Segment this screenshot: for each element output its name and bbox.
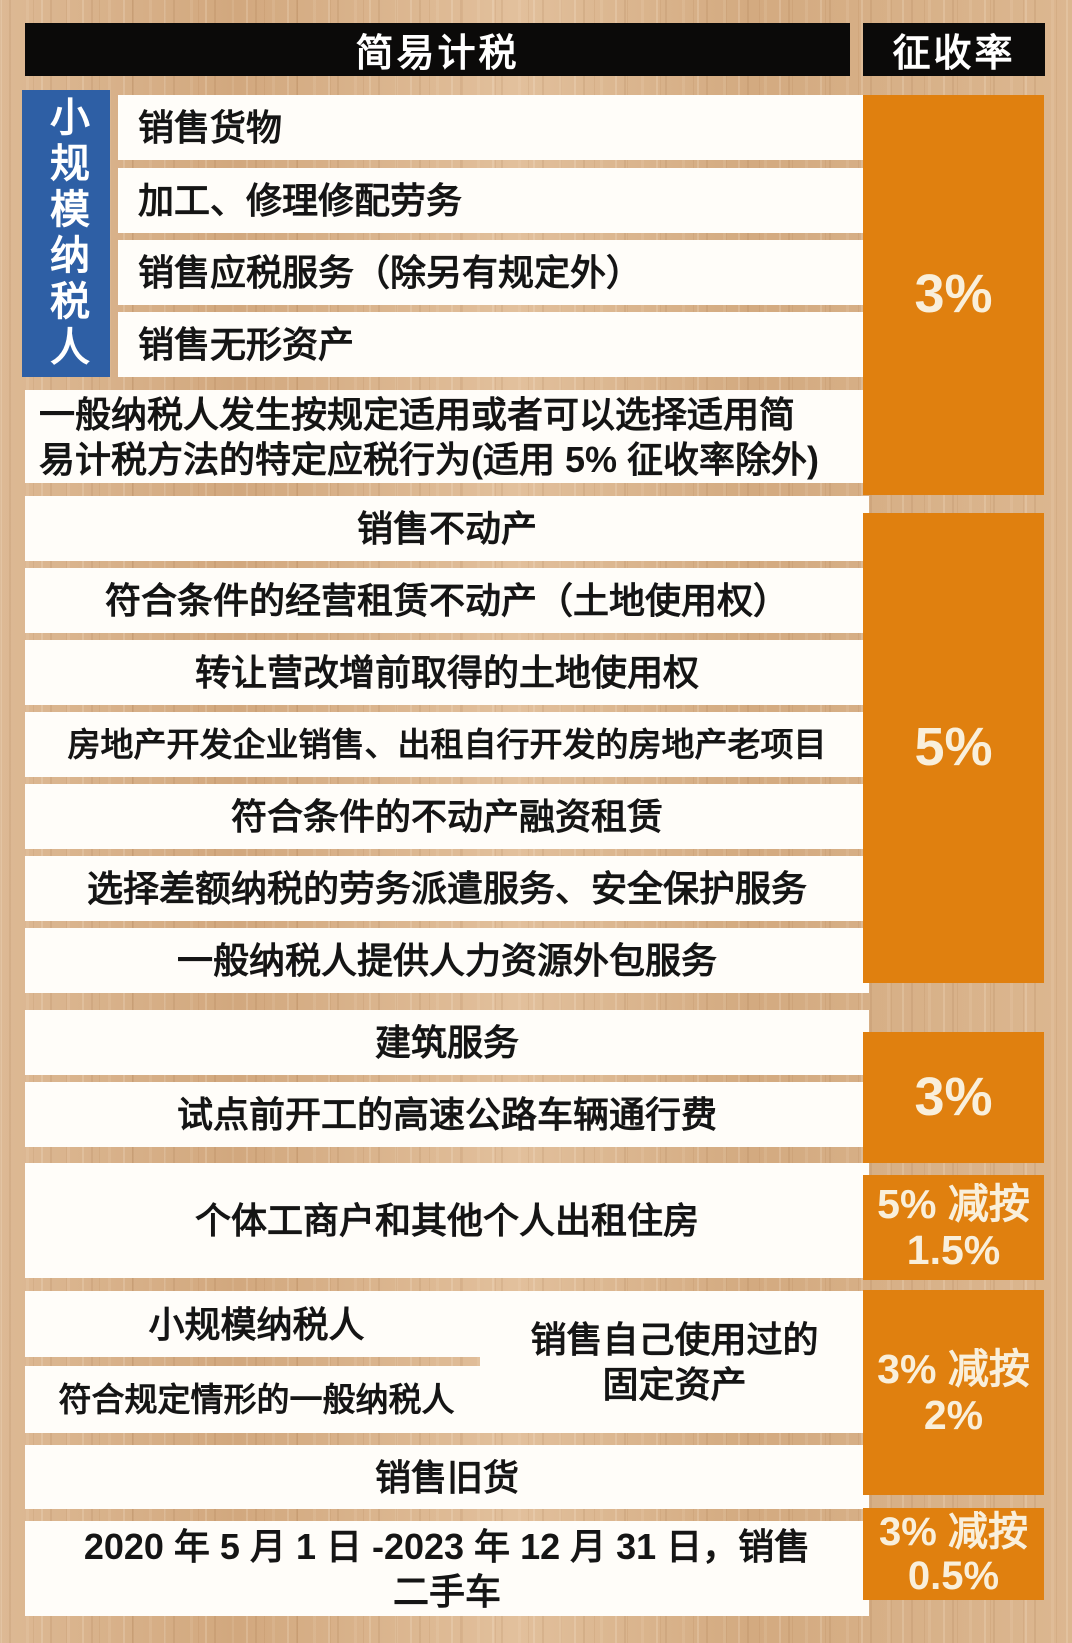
table-row: 销售货物 <box>118 95 883 160</box>
table-row: 房地产开发企业销售、出租自行开发的房地产老项目 <box>25 712 869 777</box>
table-row: 销售不动产 <box>25 496 869 561</box>
table-row: 符合条件的经营租赁不动产（土地使用权） <box>25 568 869 633</box>
rate-badge: 5% <box>863 513 1044 983</box>
rate-badge: 3% 减按 0.5% <box>863 1508 1044 1600</box>
side-label-text: 小规模纳税人 <box>44 95 88 372</box>
table-row: 转让营改增前取得的土地使用权 <box>25 640 869 705</box>
table-row: 销售无形资产 <box>118 312 883 377</box>
table-row: 一般纳税人提供人力资源外包服务 <box>25 928 869 993</box>
table-row: 一般纳税人发生按规定适用或者可以选择适用简 易计税方法的特定应税行为(适用 5%… <box>25 390 877 483</box>
table-row: 试点前开工的高速公路车辆通行费 <box>25 1082 869 1147</box>
table-row: 销售自己使用过的 固定资产 <box>480 1291 869 1433</box>
rate-badge: 5% 减按 1.5% <box>863 1175 1044 1280</box>
table-row: 符合条件的不动产融资租赁 <box>25 784 869 849</box>
table-row: 小规模纳税人 <box>25 1291 488 1357</box>
rate-badge: 3% <box>863 95 1044 495</box>
rate-badge: 3% <box>863 1032 1044 1163</box>
header-simple-tax: 简易计税 <box>25 23 850 76</box>
table-row: 符合规定情形的一般纳税人 <box>25 1366 488 1433</box>
header-levy-rate: 征收率 <box>863 23 1045 76</box>
table-row: 销售应税服务（除另有规定外） <box>118 240 883 305</box>
table-row: 选择差额纳税的劳务派遣服务、安全保护服务 <box>25 856 869 921</box>
rate-badge: 3% 减按 2% <box>863 1290 1044 1495</box>
table-row: 建筑服务 <box>25 1010 869 1075</box>
side-label-small-scale-taxpayer: 小规模纳税人 <box>22 90 110 377</box>
table-row: 个体工商户和其他个人出租住房 <box>25 1163 869 1278</box>
table-row: 加工、修理修配劳务 <box>118 168 883 233</box>
table-row: 销售旧货 <box>25 1445 869 1509</box>
table-row: 2020 年 5 月 1 日 -2023 年 12 月 31 日，销售 二手车 <box>25 1521 869 1616</box>
